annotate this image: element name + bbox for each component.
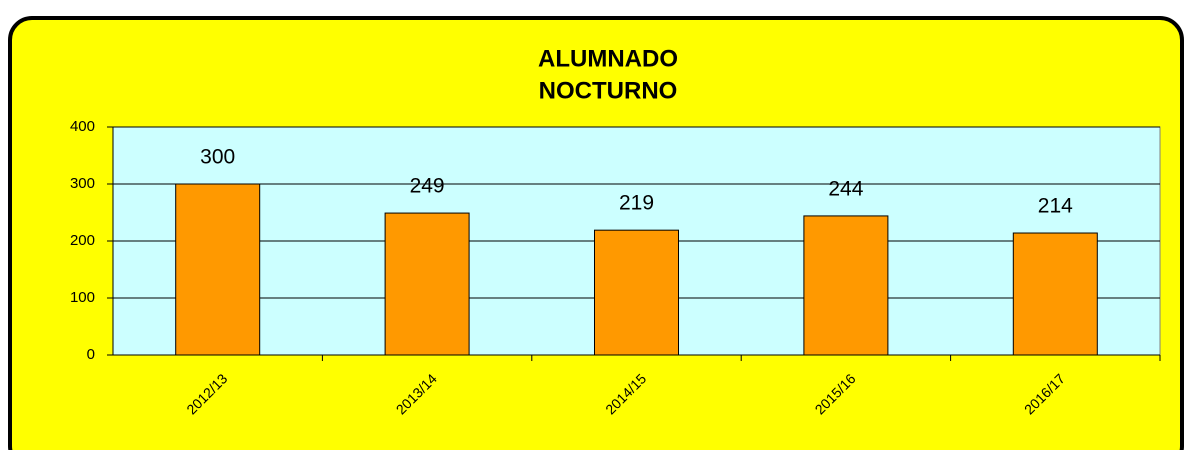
y-tick-label: 0 [87, 346, 95, 363]
data-label: 300 [200, 146, 235, 169]
bar [803, 215, 889, 356]
y-tick-label: 100 [70, 289, 95, 306]
bar [175, 183, 261, 356]
y-tick-label: 300 [70, 175, 95, 192]
bar [594, 229, 679, 356]
chart-title: ALUMNADO [538, 45, 678, 72]
data-label: 219 [619, 192, 654, 215]
data-label: 244 [828, 177, 863, 200]
bar [384, 212, 470, 356]
y-tick-label: 200 [70, 232, 95, 249]
chart-title: NOCTURNO [539, 77, 678, 104]
bar [1012, 232, 1098, 356]
data-label: 249 [410, 175, 445, 198]
data-label: 214 [1038, 195, 1073, 218]
y-tick-label: 400 [70, 118, 95, 135]
